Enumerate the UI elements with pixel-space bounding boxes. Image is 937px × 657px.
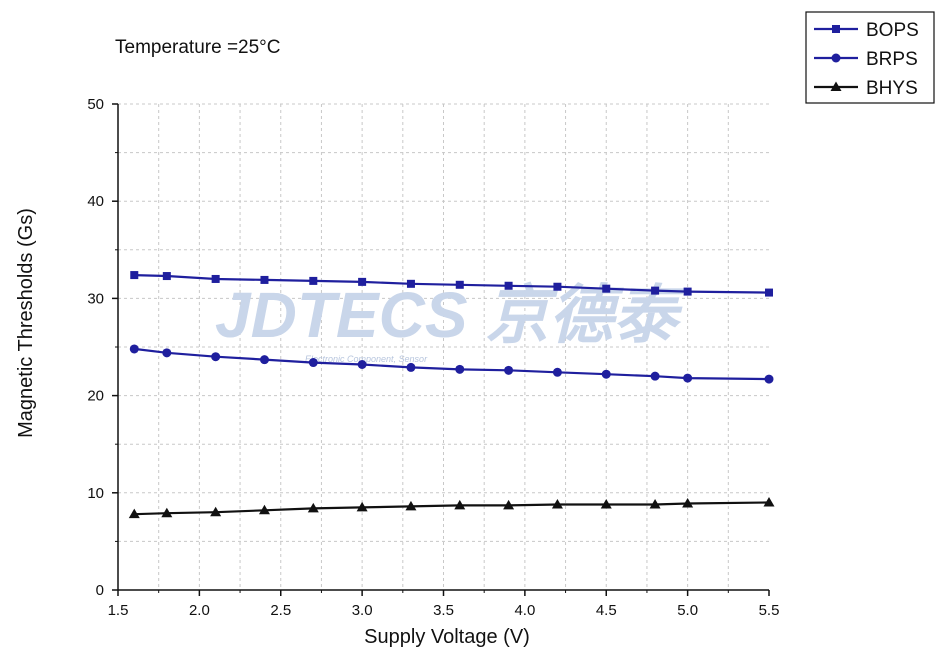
- data-point-brps: [406, 362, 416, 372]
- legend-marker-bops: [832, 25, 840, 33]
- data-point-brps: [455, 364, 465, 374]
- x-tick-label: 2.0: [189, 602, 210, 619]
- data-point-brps: [552, 367, 562, 377]
- data-point-bops: [358, 277, 367, 286]
- series-line-bops: [134, 274, 770, 294]
- data-point-bhys: [356, 501, 368, 512]
- data-point-bhys: [454, 499, 466, 510]
- data-point-bops: [553, 282, 562, 291]
- x-tick-label: 4.5: [596, 602, 617, 619]
- data-point-bhys: [551, 498, 563, 509]
- watermark-subtext: Electronic Component, Sensor: [305, 354, 428, 364]
- data-point-brps: [162, 348, 172, 358]
- x-tick-label: 1.5: [108, 602, 129, 619]
- data-point-brps: [683, 373, 693, 383]
- data-point-brps: [308, 358, 318, 368]
- x-tick-label: 2.5: [270, 602, 291, 619]
- data-point-bops: [162, 272, 171, 281]
- series: [128, 271, 775, 519]
- data-point-bops: [651, 286, 660, 295]
- axes: 1.5 2.0 2.5 3.0 3.5 4.0 4.5 5.0 5.5 0 10 20 30 40 50: [87, 96, 779, 619]
- data-point-bhys: [307, 502, 319, 513]
- data-point-brps: [504, 365, 514, 375]
- data-point-bops: [504, 281, 513, 290]
- data-point-brps: [259, 355, 269, 365]
- legend-marker-bhys: [830, 81, 842, 91]
- data-point-bops: [765, 288, 773, 297]
- data-point-bops: [211, 274, 220, 283]
- y-tick-label: 20: [87, 388, 104, 405]
- x-tick-label: 4.0: [514, 602, 535, 619]
- x-axis-title: Supply Voltage (V): [364, 626, 530, 648]
- data-point-bhys: [161, 507, 173, 518]
- watermark: JDTECS 京德泰 Electronic Component, Sensor: [215, 279, 684, 364]
- data-point-bhys: [763, 497, 775, 507]
- grid: [118, 103, 769, 590]
- data-point-bhys: [600, 498, 612, 509]
- data-point-bhys: [128, 508, 140, 519]
- x-tick-label: 3.0: [352, 602, 373, 619]
- chart-annotation: Temperature =25°C: [115, 37, 281, 58]
- series-line-bhys: [134, 501, 770, 516]
- series-brps: [129, 344, 774, 384]
- data-point-brps: [129, 344, 139, 354]
- data-point-brps: [650, 371, 660, 381]
- data-point-bops: [455, 280, 464, 289]
- data-point-bhys: [258, 504, 270, 515]
- y-tick-label: 0: [96, 582, 104, 599]
- y-tick-label: 10: [87, 485, 104, 502]
- data-point-brps: [357, 359, 367, 369]
- y-tick-label: 50: [87, 96, 104, 113]
- data-point-bops: [309, 276, 318, 285]
- legend-label-bops: BOPS: [866, 20, 919, 41]
- legend-label-bhys: BHYS: [866, 78, 918, 99]
- y-tick-label: 30: [87, 290, 104, 307]
- data-point-bhys: [503, 499, 515, 510]
- series-line-brps: [134, 347, 770, 381]
- data-point-brps: [211, 352, 221, 362]
- x-tick-label: 5.5: [759, 602, 780, 619]
- data-point-bhys: [405, 500, 417, 511]
- legend-marker-brps: [831, 53, 841, 63]
- data-point-bhys: [210, 506, 222, 517]
- data-point-bhys: [682, 497, 694, 508]
- data-point-bhys: [649, 498, 661, 509]
- data-point-bops: [683, 287, 692, 296]
- y-tick-label: 40: [87, 193, 104, 210]
- data-point-bops: [602, 284, 611, 293]
- legend: BOPS BRPS BHYS: [805, 11, 935, 104]
- legend-label-brps: BRPS: [866, 49, 918, 70]
- data-point-bops: [130, 271, 139, 280]
- data-point-bops: [406, 279, 415, 288]
- data-point-bops: [260, 275, 269, 284]
- series-bhys: [128, 497, 775, 519]
- series-bops: [130, 271, 773, 297]
- x-tick-label: 5.0: [677, 602, 698, 619]
- data-point-brps: [601, 369, 611, 379]
- y-axis-title: Magnetic Thresholds (Gs): [15, 208, 37, 438]
- data-point-brps: [764, 374, 774, 384]
- x-tick-label: 3.5: [433, 602, 454, 619]
